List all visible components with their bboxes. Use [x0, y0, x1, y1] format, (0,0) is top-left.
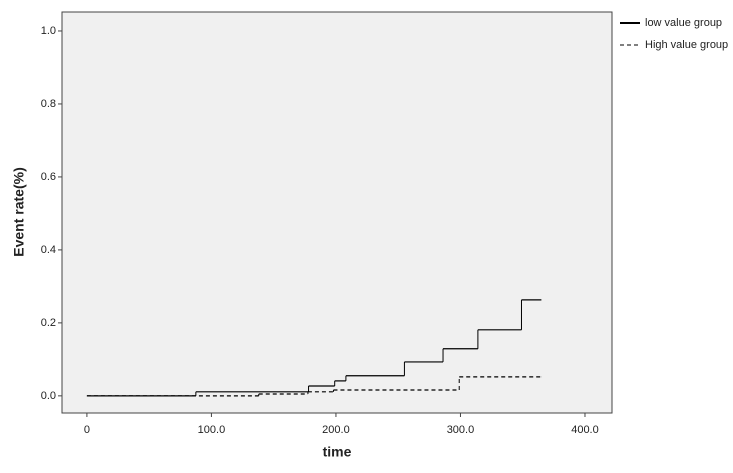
- y-tick-label: 0.2: [41, 317, 56, 329]
- plot-area: [61, 11, 613, 414]
- legend-label: High value group: [645, 39, 728, 51]
- y-tick-label: 0.4: [41, 244, 56, 256]
- y-tick-label: 0.6: [41, 171, 56, 183]
- y-tick-label: 0.8: [41, 98, 56, 110]
- x-axis-label: time: [323, 444, 352, 460]
- x-tick-label: 100.0: [198, 424, 226, 436]
- y-tick-label: 0.0: [41, 390, 56, 402]
- x-tick-label: 300.0: [447, 424, 475, 436]
- x-tick-label: 200.0: [322, 424, 350, 436]
- legend-label: low value group: [645, 17, 722, 29]
- y-axis-label: Event rate(%): [11, 167, 27, 256]
- x-tick-label: 400.0: [571, 424, 599, 436]
- x-tick-label: 0: [84, 424, 90, 436]
- y-tick-label: 1.0: [41, 25, 56, 37]
